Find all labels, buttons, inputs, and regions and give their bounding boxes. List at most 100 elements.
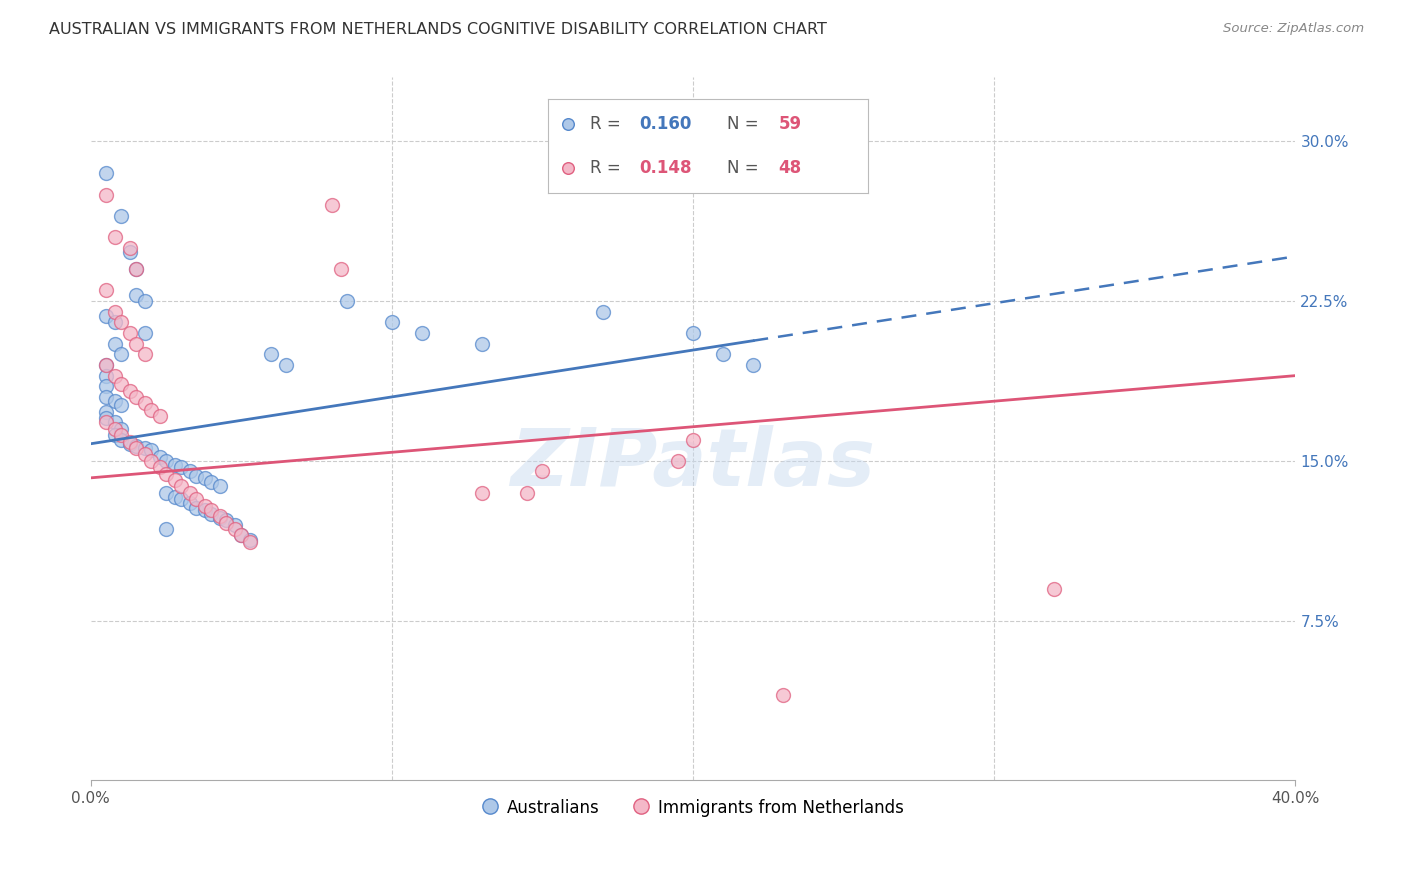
Point [742, 358, 765, 372]
Text: Source: ZipAtlas.com: Source: ZipAtlas.com [1223, 22, 1364, 36]
Point [104, 394, 127, 409]
Point [139, 402, 162, 417]
Point [155, 467, 177, 481]
Point [134, 294, 156, 309]
Point [94, 390, 117, 404]
Point [209, 479, 232, 493]
Point [155, 485, 177, 500]
Point [179, 496, 201, 510]
Point [329, 262, 352, 277]
Point [209, 511, 232, 525]
Point [94, 309, 117, 323]
Point [104, 416, 127, 430]
Point [682, 326, 704, 340]
Point [118, 241, 141, 255]
Legend: Australians, Immigrants from Netherlands: Australians, Immigrants from Netherlands [475, 791, 911, 825]
Point [118, 245, 141, 260]
Point [94, 416, 117, 430]
Point [200, 507, 222, 521]
Point [104, 304, 127, 318]
Point [149, 409, 172, 423]
Point [134, 447, 156, 461]
Point [94, 284, 117, 298]
Point [184, 500, 207, 515]
Point [179, 465, 201, 479]
Point [110, 428, 132, 442]
Point [531, 465, 554, 479]
Point [215, 516, 238, 530]
Point [118, 384, 141, 398]
Point [110, 422, 132, 436]
Point [756, 166, 779, 180]
Point [104, 428, 127, 442]
Point [682, 433, 704, 447]
Point [194, 503, 217, 517]
Point [224, 522, 246, 536]
Point [209, 509, 232, 524]
Point [321, 198, 343, 212]
Point [134, 396, 156, 410]
Point [104, 422, 127, 436]
Point [110, 399, 132, 413]
Point [163, 458, 186, 472]
Point [170, 479, 193, 493]
Point [149, 460, 172, 475]
Point [471, 485, 494, 500]
Point [94, 358, 117, 372]
Point [125, 439, 148, 453]
Point [110, 315, 132, 329]
Point [666, 454, 689, 468]
Point [260, 347, 283, 361]
Point [134, 441, 156, 455]
Point [125, 441, 148, 455]
Point [155, 454, 177, 468]
Point [381, 315, 404, 329]
Point [110, 347, 132, 361]
Point [94, 411, 117, 425]
Point [170, 492, 193, 507]
Point [215, 513, 238, 527]
Point [516, 485, 538, 500]
Point [94, 379, 117, 393]
Point [104, 315, 127, 329]
Point [224, 517, 246, 532]
Text: AUSTRALIAN VS IMMIGRANTS FROM NETHERLANDS COGNITIVE DISABILITY CORRELATION CHART: AUSTRALIAN VS IMMIGRANTS FROM NETHERLAND… [49, 22, 827, 37]
Point [276, 358, 298, 372]
Point [184, 492, 207, 507]
Point [125, 287, 148, 301]
Point [110, 377, 132, 392]
Point [118, 434, 141, 449]
Point [118, 326, 141, 340]
Point [711, 347, 734, 361]
Point [110, 433, 132, 447]
Point [94, 166, 117, 180]
Point [411, 326, 433, 340]
Point [94, 187, 117, 202]
Point [110, 209, 132, 223]
Point [239, 534, 262, 549]
Point [179, 485, 201, 500]
Point [163, 490, 186, 504]
Point [194, 499, 217, 513]
Point [104, 368, 127, 383]
Point [134, 347, 156, 361]
Point [104, 336, 127, 351]
Point [94, 405, 117, 419]
Point [231, 528, 253, 542]
Point [118, 437, 141, 451]
Point [125, 390, 148, 404]
Point [134, 326, 156, 340]
Point [184, 468, 207, 483]
Point [155, 522, 177, 536]
Point [471, 336, 494, 351]
Point [592, 304, 614, 318]
Point [239, 533, 262, 547]
Point [1043, 582, 1066, 596]
Point [200, 503, 222, 517]
Point [125, 262, 148, 277]
Point [194, 471, 217, 485]
Point [139, 443, 162, 458]
Point [125, 336, 148, 351]
Text: ZIPatlas: ZIPatlas [510, 425, 876, 503]
Point [94, 358, 117, 372]
